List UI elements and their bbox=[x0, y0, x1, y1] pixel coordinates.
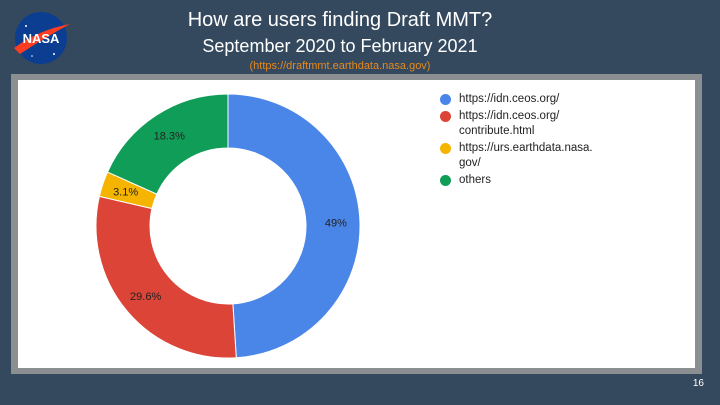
source-url: (https://draftmmt.earthdata.nasa.gov) bbox=[249, 60, 431, 72]
donut-slice-3 bbox=[106, 93, 229, 195]
donut-slice-0 bbox=[227, 93, 361, 359]
legend-item: https://idn.ceos.org/ bbox=[440, 92, 640, 107]
legend-label: https://idn.ceos.org/ contribute.html bbox=[459, 110, 560, 137]
page-title: How are users finding Draft MMT? bbox=[187, 9, 493, 31]
page-number: 16 bbox=[692, 378, 704, 389]
legend-swatch bbox=[440, 175, 451, 186]
legend-label: others bbox=[459, 174, 491, 186]
legend-item: https://urs.earthdata.nasa. gov/ bbox=[440, 141, 640, 171]
slice-label-2: 3.1% bbox=[113, 187, 138, 199]
chart-legend: https://idn.ceos.org/https://idn.ceos.or… bbox=[440, 92, 640, 190]
legend-label: https://idn.ceos.org/ bbox=[459, 93, 560, 105]
legend-label: https://urs.earthdata.nasa. gov/ bbox=[459, 142, 593, 169]
nasa-logo-text: NASA bbox=[23, 31, 60, 46]
donut-slice-1 bbox=[95, 195, 237, 359]
slice-label-0: 49% bbox=[325, 218, 347, 230]
legend-swatch bbox=[440, 94, 451, 105]
slice-label-1: 29.6% bbox=[130, 291, 161, 303]
legend-swatch bbox=[440, 143, 451, 154]
legend-item: others bbox=[440, 173, 640, 188]
legend-swatch bbox=[440, 111, 451, 122]
slice-label-3: 18.3% bbox=[154, 130, 185, 142]
legend-item: https://idn.ceos.org/ contribute.html bbox=[440, 109, 640, 139]
page-subtitle: September 2020 to February 2021 bbox=[202, 36, 478, 56]
nasa-logo: NASA bbox=[14, 12, 70, 64]
